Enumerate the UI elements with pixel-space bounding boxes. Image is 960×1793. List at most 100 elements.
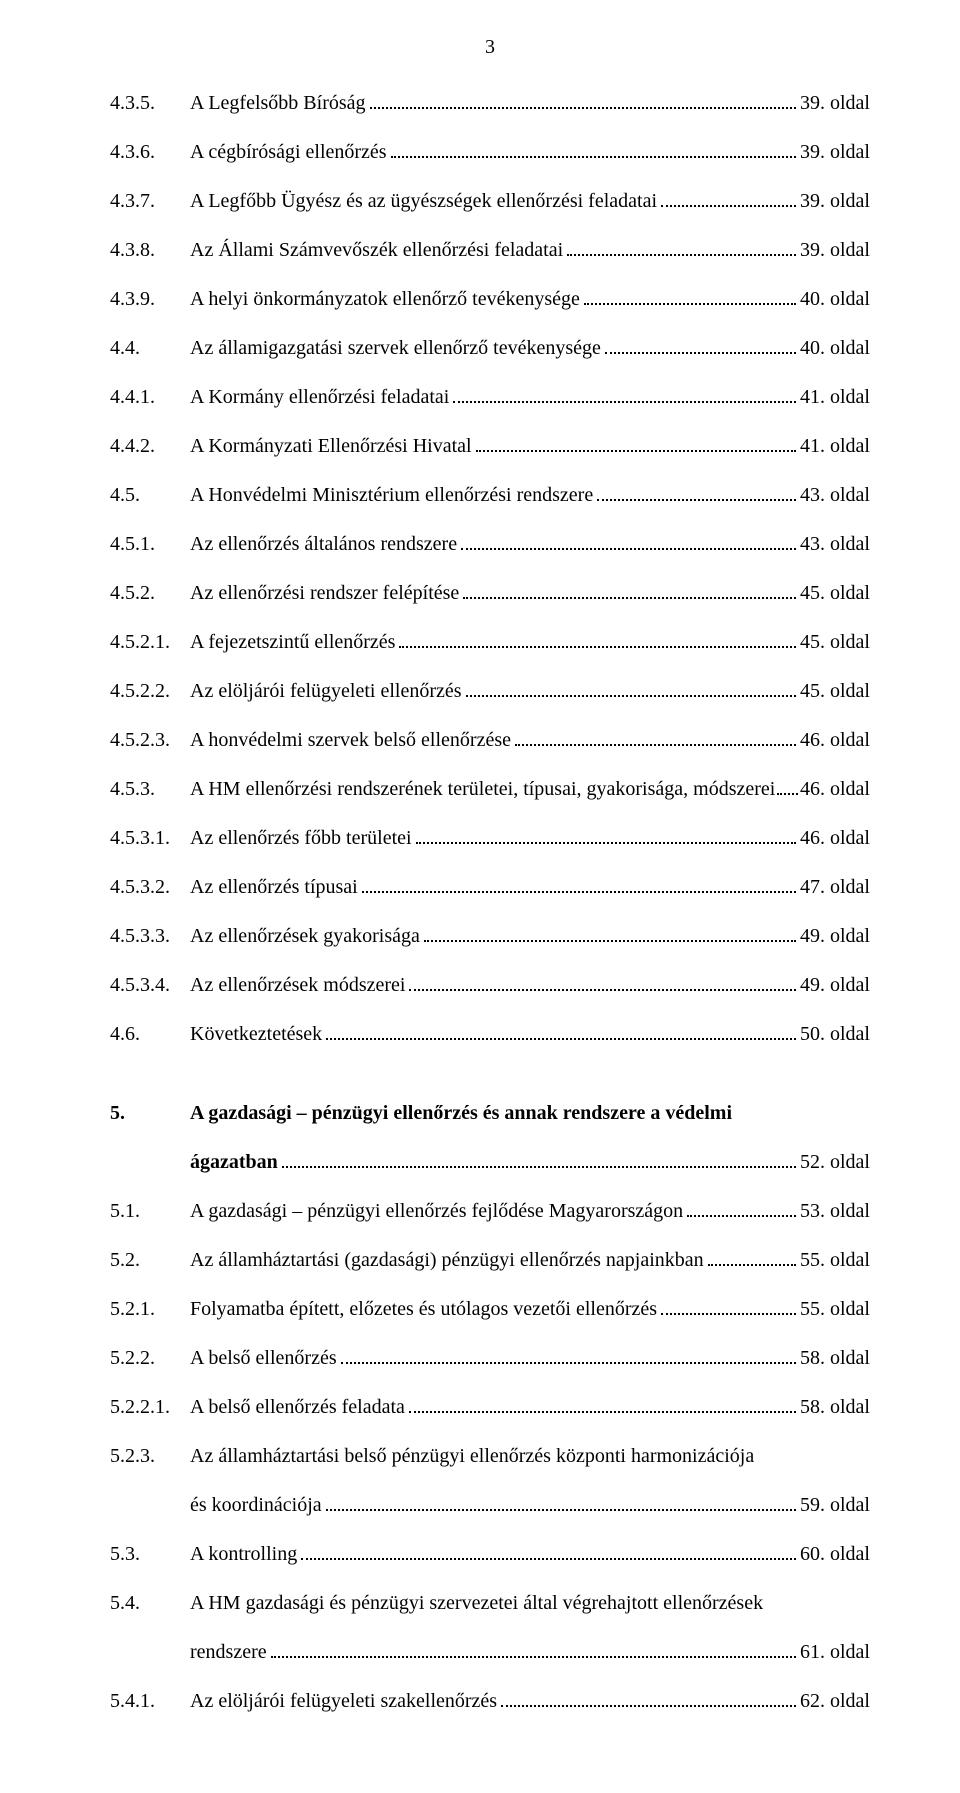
toc-leader <box>282 1154 796 1168</box>
toc-leader <box>463 585 796 599</box>
toc-leader <box>271 1644 796 1658</box>
toc-entry: 4.6.Következtetések 50. oldal <box>110 1017 870 1051</box>
toc-leader <box>476 438 796 452</box>
toc-title: A fejezetszintű ellenőrzés <box>190 625 395 659</box>
toc-leader <box>661 193 796 207</box>
toc-entry: 4.3.8.Az Állami Számvevőszék ellenőrzési… <box>110 233 870 267</box>
toc-page: 43. oldal <box>800 527 870 561</box>
toc-page: 46. oldal <box>800 821 870 855</box>
toc-title: A Kormányzati Ellenőrzési Hivatal <box>190 429 472 463</box>
toc-title: A Legfőbb Ügyész és az ügyészségek ellen… <box>190 184 657 218</box>
toc-entry: 4.5.A Honvédelmi Minisztérium ellenőrzés… <box>110 478 870 512</box>
toc-entry: 5.2.3.Az államháztartási belső pénzügyi … <box>110 1439 870 1522</box>
toc-page: 46. oldal <box>800 772 870 806</box>
toc-entry: 4.5.3.3.Az ellenőrzések gyakorisága49. o… <box>110 919 870 953</box>
toc-title: Az elöljárói felügyeleti szakellenőrzés <box>190 1684 497 1718</box>
toc-title: A Legfelsőbb Bíróság <box>190 86 366 120</box>
toc-title: A honvédelmi szervek belső ellenőrzése <box>190 723 511 757</box>
toc-title: A belső ellenőrzés <box>190 1341 337 1375</box>
toc-entry: 4.3.5.A Legfelsőbb Bíróság39. oldal <box>110 86 870 120</box>
toc-leader <box>708 1252 796 1266</box>
toc-title: Az ellenőrzések gyakorisága <box>190 919 420 953</box>
toc-number: 4.3.6. <box>110 135 190 169</box>
toc-title: Következtetések <box>190 1017 322 1051</box>
block-gap <box>110 1066 870 1096</box>
toc-number: 5.2.2.1. <box>110 1390 190 1424</box>
toc-page: 50. oldal <box>800 1017 870 1051</box>
toc-leader <box>424 928 796 942</box>
toc-title: Az ellenőrzés típusai <box>190 870 358 904</box>
toc-title: Az ellenőrzés általános rendszere <box>190 527 457 561</box>
toc-title: A Kormány ellenőrzési feladatai <box>190 380 449 414</box>
toc-leader <box>567 242 796 256</box>
toc-page: 53. oldal <box>800 1194 870 1228</box>
toc-title-line2: ágazatban52. oldal <box>190 1145 870 1179</box>
toc-number: 4.4.1. <box>110 380 190 414</box>
toc-page: 62. oldal <box>800 1684 870 1718</box>
toc-title-line2: és koordinációja59. oldal <box>190 1488 870 1522</box>
toc-page: 52. oldal <box>800 1145 870 1179</box>
toc-page: 45. oldal <box>800 576 870 610</box>
toc-number: 4.3.7. <box>110 184 190 218</box>
toc-title: A cégbírósági ellenőrzés <box>190 135 387 169</box>
toc-entry: 5.4.1.Az elöljárói felügyeleti szakellen… <box>110 1684 870 1718</box>
toc-number: 4.6. <box>110 1017 190 1051</box>
toc-page: 58. oldal <box>800 1341 870 1375</box>
toc-title-block: A gazdasági – pénzügyi ellenőrzés és ann… <box>190 1096 870 1179</box>
toc-number: 4.5.3.2. <box>110 870 190 904</box>
toc-leader <box>370 95 796 109</box>
toc-page: 41. oldal <box>800 429 870 463</box>
toc-number: 4.5.2.2. <box>110 674 190 708</box>
toc-entry: 4.4.1.A Kormány ellenőrzési feladatai41.… <box>110 380 870 414</box>
toc-leader <box>515 732 796 746</box>
toc-leader <box>687 1203 796 1217</box>
toc-entry: 4.5.3.1.Az ellenőrzés főbb területei46. … <box>110 821 870 855</box>
toc-entry: 4.3.6.A cégbírósági ellenőrzés39. oldal <box>110 135 870 169</box>
toc-page: 40. oldal <box>800 282 870 316</box>
toc-leader <box>453 389 796 403</box>
toc-page: 40. oldal <box>800 331 870 365</box>
toc-number: 4.5.1. <box>110 527 190 561</box>
toc-leader <box>362 879 796 893</box>
toc-title: Az államháztartási (gazdasági) pénzügyi … <box>190 1243 704 1277</box>
toc-entry: 4.5.3.A HM ellenőrzési rendszerének terü… <box>110 772 870 806</box>
toc-title: rendszere <box>190 1635 267 1669</box>
toc-entry: 5.2.2.1.A belső ellenőrzés feladata58. o… <box>110 1390 870 1424</box>
toc-entry: 4.5.2.1.A fejezetszintű ellenőrzés45. ol… <box>110 625 870 659</box>
toc-number: 4.4.2. <box>110 429 190 463</box>
toc-number: 4.4. <box>110 331 190 365</box>
toc-entry: 5.4.A HM gazdasági és pénzügyi szervezet… <box>110 1586 870 1669</box>
toc-block-2: 5.A gazdasági – pénzügyi ellenőrzés és a… <box>110 1096 870 1718</box>
toc-number: 4.5. <box>110 478 190 512</box>
toc-entry: 4.5.1.Az ellenőrzés általános rendszere 4… <box>110 527 870 561</box>
toc-title: Az államigazgatási szervek ellenőrző tev… <box>190 331 601 365</box>
toc-leader <box>501 1693 796 1707</box>
toc-page: 46. oldal <box>800 723 870 757</box>
toc-leader <box>301 1546 796 1560</box>
toc-leader <box>409 977 796 991</box>
toc-title: Az Állami Számvevőszék ellenőrzési felad… <box>190 233 563 267</box>
toc-leader <box>341 1350 796 1364</box>
toc-page: 45. oldal <box>800 674 870 708</box>
toc-leader <box>605 340 796 354</box>
toc-page: 59. oldal <box>800 1488 870 1522</box>
toc-number: 5. <box>110 1096 190 1130</box>
toc-entry: 5.2.2.A belső ellenőrzés58. oldal <box>110 1341 870 1375</box>
toc-page: 58. oldal <box>800 1390 870 1424</box>
toc-title: A gazdasági – pénzügyi ellenőrzés és ann… <box>190 1096 870 1130</box>
toc-leader <box>416 830 796 844</box>
toc-page: 39. oldal <box>800 233 870 267</box>
toc-title: Az ellenőrzési rendszer felépítése <box>190 576 459 610</box>
toc-number: 4.5.3.1. <box>110 821 190 855</box>
toc-number: 5.4.1. <box>110 1684 190 1718</box>
toc-title-block: A HM gazdasági és pénzügyi szervezetei á… <box>190 1586 870 1669</box>
toc-page: 43. oldal <box>800 478 870 512</box>
toc-number: 4.5.3.4. <box>110 968 190 1002</box>
toc-page: 39. oldal <box>800 86 870 120</box>
toc-page: 55. oldal <box>800 1243 870 1277</box>
toc-number: 4.5.3.3. <box>110 919 190 953</box>
toc-entry: 4.3.7.A Legfőbb Ügyész és az ügyészségek… <box>110 184 870 218</box>
page-number: 3 <box>110 30 870 64</box>
toc-number: 4.3.8. <box>110 233 190 267</box>
toc-entry: 4.5.3.2.Az ellenőrzés típusai47. oldal <box>110 870 870 904</box>
